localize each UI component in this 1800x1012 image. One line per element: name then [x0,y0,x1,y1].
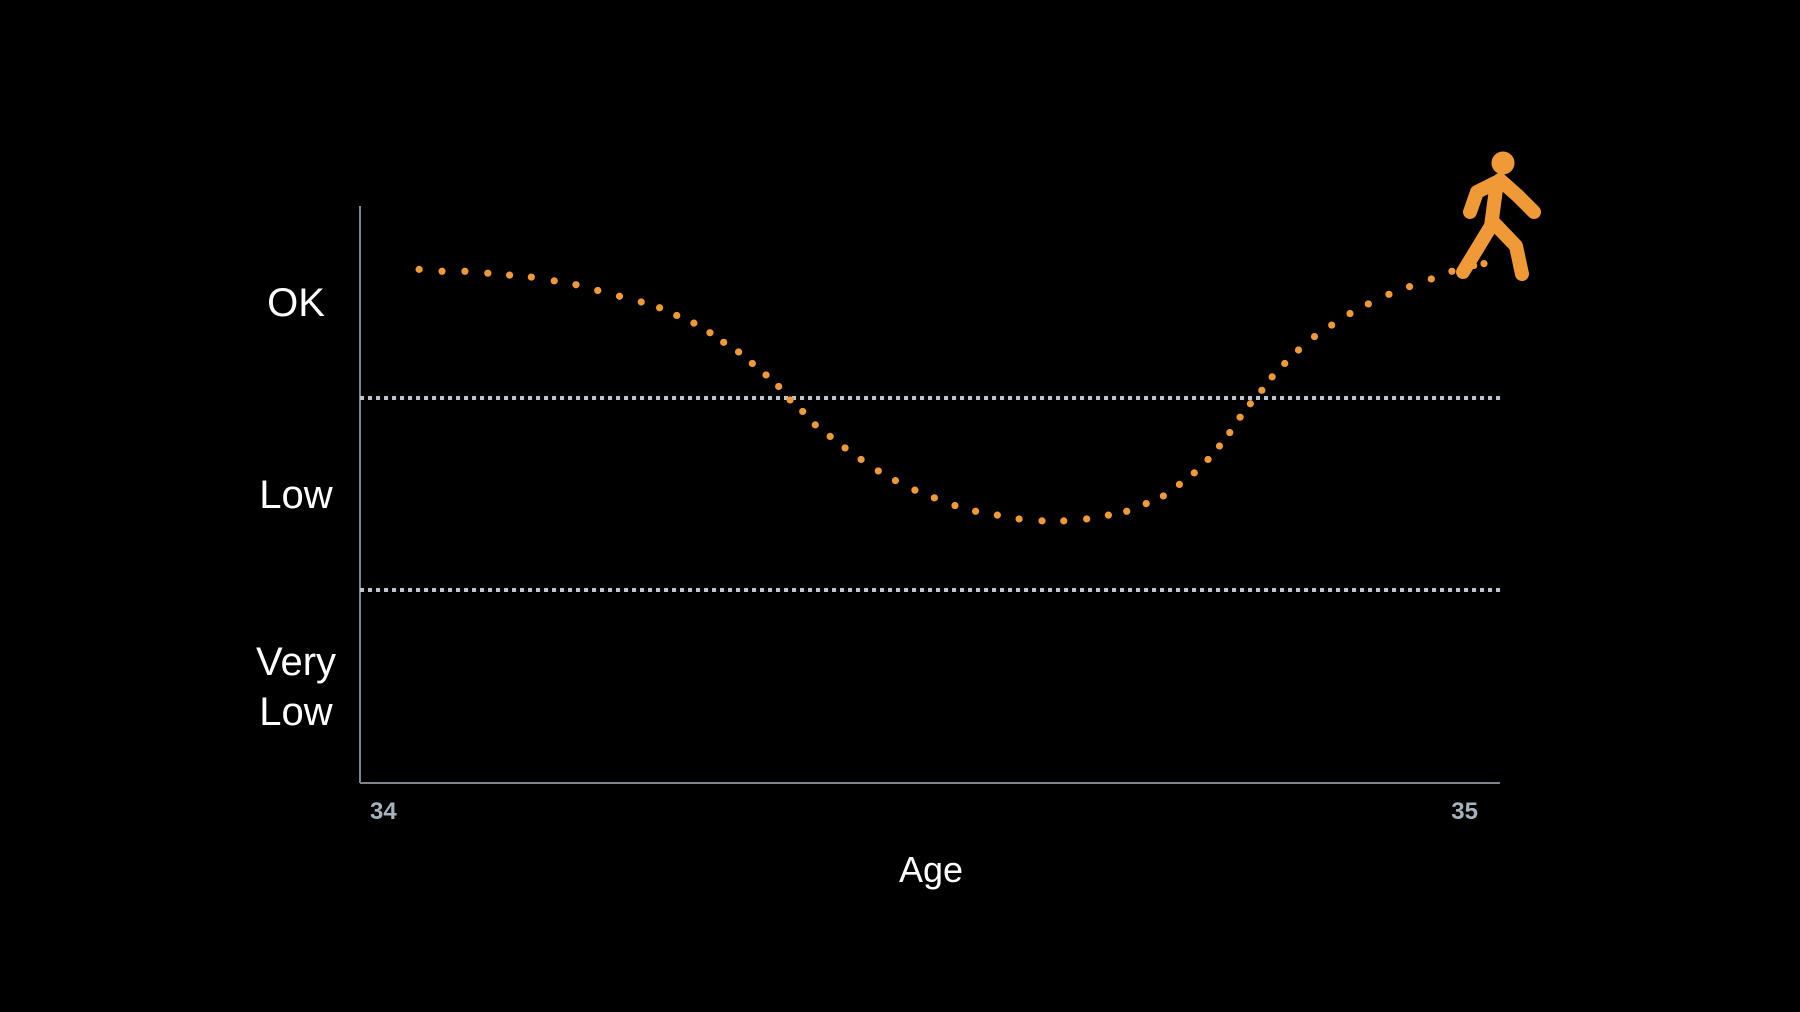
data-point-28 [911,486,919,494]
band-label-0: OK [267,281,325,325]
data-point-13 [690,319,698,327]
data-point-53 [1328,321,1336,329]
x-axis-title: Age [899,849,963,890]
data-point-24 [841,444,849,452]
threshold-lines [360,396,1500,592]
data-point-22 [811,421,819,429]
data-point-1 [438,267,446,275]
data-point-43 [1204,455,1212,464]
data-point-41 [1175,480,1183,488]
band-label-1: Low [259,473,332,517]
data-point-46 [1236,413,1244,421]
data-point-44 [1215,442,1224,450]
data-point-36 [1083,515,1091,523]
walking-person-icon [1456,151,1541,281]
data-point-55 [1364,300,1372,308]
data-point-35 [1060,517,1068,525]
data-point-61 [1480,260,1488,268]
data-point-19 [775,382,783,391]
band-labels: OK Low Very Low [256,281,336,734]
data-point-57 [1405,283,1414,291]
data-point-34 [1038,517,1046,525]
x-tick-labels: 34 35 [370,798,1478,825]
data-point-31 [971,507,980,515]
data-point-48 [1258,386,1266,394]
data-point-11 [655,304,664,312]
data-point-52 [1310,332,1319,341]
data-point-39 [1142,500,1150,508]
data-point-3 [484,269,492,277]
data-point-8 [594,286,602,295]
x-tick-label-0: 34 [370,798,397,825]
data-point-58 [1427,275,1435,283]
data-point-37 [1104,511,1113,519]
data-point-49 [1268,373,1276,381]
data-points [415,260,1488,525]
data-point-59 [1448,267,1456,275]
data-point-20 [786,396,794,404]
data-point-56 [1385,290,1393,298]
data-point-23 [826,432,834,440]
data-point-21 [799,407,807,416]
data-point-30 [951,501,959,510]
data-point-27 [891,476,900,485]
data-point-18 [762,371,770,379]
data-point-33 [1015,515,1023,523]
data-point-42 [1190,469,1198,477]
data-point-45 [1226,428,1234,437]
data-point-6 [550,277,558,285]
data-point-32 [993,511,1001,519]
data-point-9 [615,292,624,300]
data-point-2 [461,267,469,275]
data-point-14 [706,329,714,337]
data-point-25 [857,455,865,464]
data-point-0 [415,265,423,273]
data-point-38 [1123,507,1131,515]
data-point-50 [1281,359,1289,368]
band-label-2: Very Low [256,640,336,734]
data-point-17 [748,359,756,368]
data-point-54 [1346,309,1354,318]
data-point-47 [1246,400,1254,408]
data-point-12 [673,311,681,320]
data-point-5 [527,273,535,281]
data-point-40 [1159,492,1167,500]
data-point-16 [734,348,743,356]
data-point-7 [572,281,580,289]
data-point-51 [1294,346,1303,354]
data-point-26 [874,467,882,475]
data-point-15 [720,338,728,346]
x-tick-label-1: 35 [1451,798,1478,825]
data-point-4 [505,271,514,279]
data-point-29 [930,494,938,502]
data-point-10 [637,298,645,306]
